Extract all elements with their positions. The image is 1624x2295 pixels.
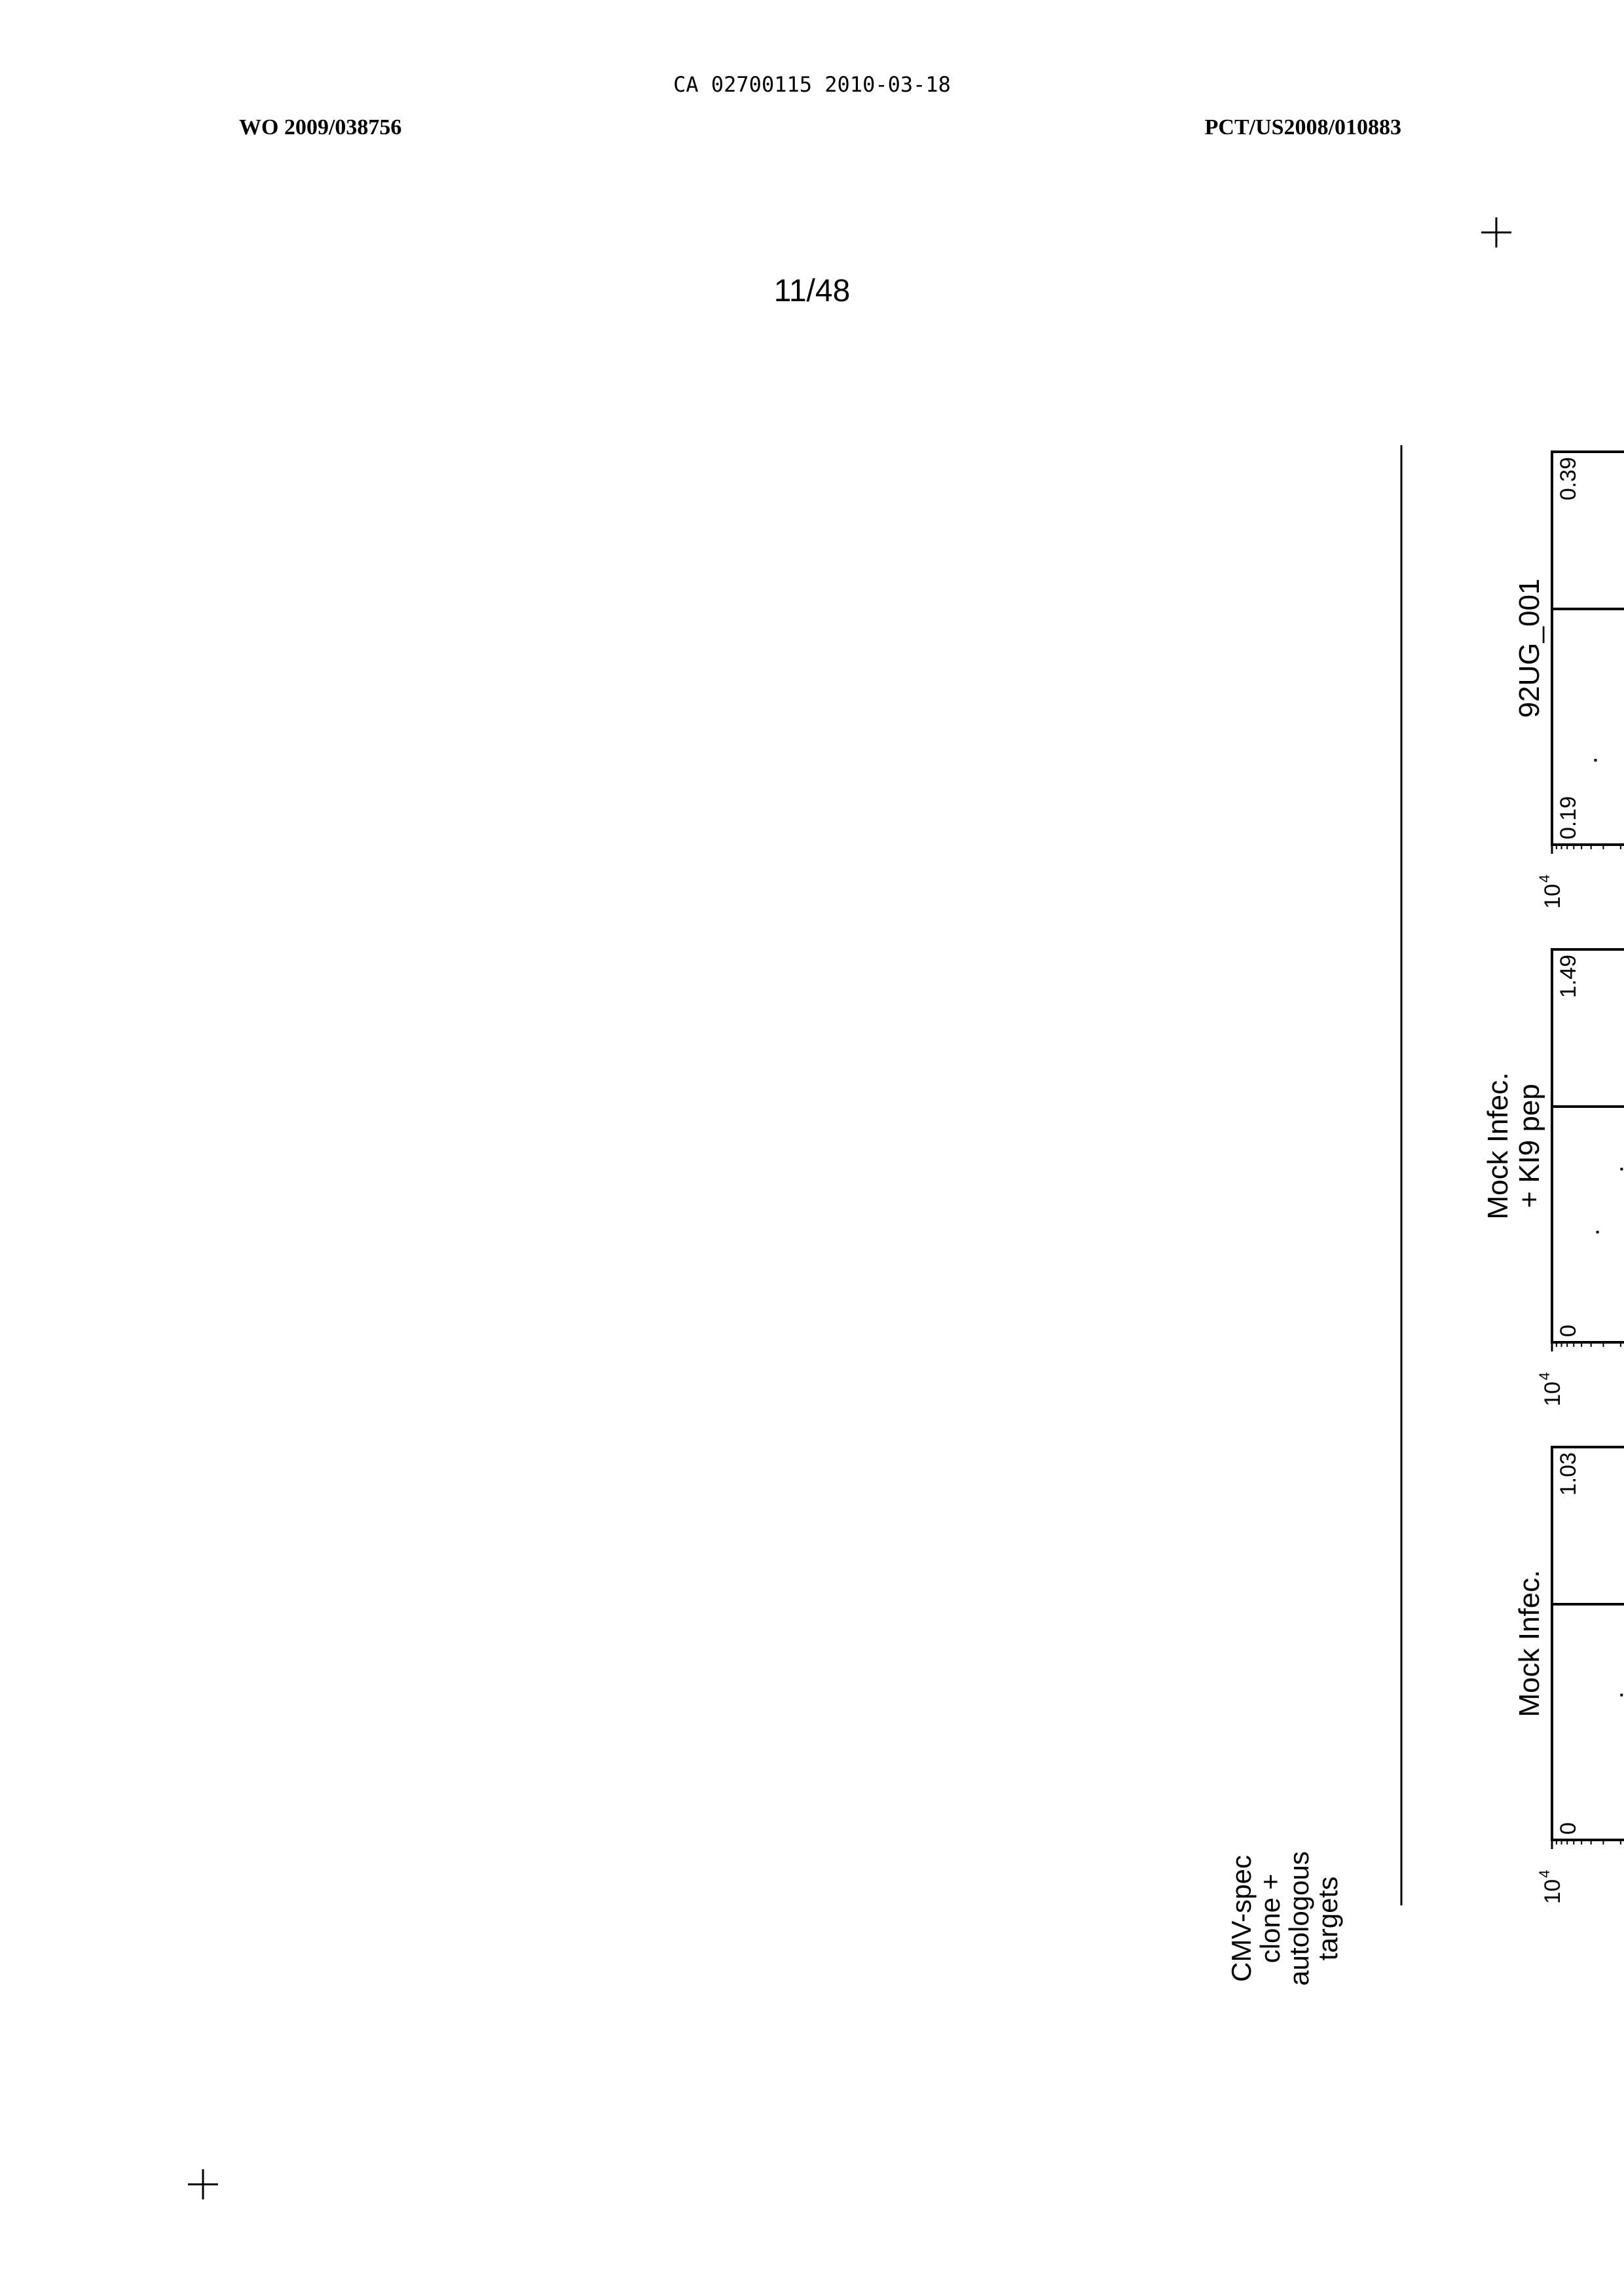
- quadrant-value: 1.49: [1556, 955, 1581, 998]
- registration-mark-bottom: [188, 2169, 218, 2199]
- flow-panel: Mock Infec.+ KI9 pep01.490.3798.11001001…: [1482, 928, 1624, 1406]
- panel-title: Mock Infec.: [1482, 1073, 1514, 1220]
- y-tick-label: 10: [1540, 884, 1565, 909]
- panel-title: + KI9 pep: [1513, 1084, 1545, 1208]
- quadrant-value: 0.19: [1556, 796, 1581, 839]
- flow-panel: Mock Infec.01.030.4698.51001001011011021…: [1513, 1426, 1624, 1904]
- y-tick-exponent: 4: [1536, 875, 1553, 883]
- flow-panel: 92UG_0010.190.390.1699.31001001011011021…: [1513, 431, 1624, 909]
- y-tick-exponent: 4: [1536, 1372, 1553, 1380]
- ca-number: CA 02700115 2010-03-18: [673, 72, 951, 97]
- figure-5d: CMV-specclone +autologoustargets Mock Inf…: [1226, 431, 1624, 1986]
- data-point: [1620, 1168, 1623, 1171]
- pct-number: PCT/US2008/010883: [1205, 115, 1401, 139]
- panel-title: 92UG_001: [1513, 579, 1545, 718]
- plot-frame: [1552, 1447, 1624, 1840]
- row-label-line: autologous: [1283, 1851, 1314, 1986]
- panel-title: Mock Infec.: [1513, 1570, 1545, 1717]
- data-point: [1620, 1694, 1623, 1697]
- row-label-line: clone +: [1255, 1874, 1285, 1964]
- data-point: [1595, 759, 1597, 762]
- quadrant-value: 0.39: [1556, 457, 1581, 500]
- plot-frame: [1552, 949, 1624, 1342]
- y-tick-exponent: 4: [1536, 1870, 1553, 1878]
- wo-number: WO 2009/038756: [239, 115, 401, 139]
- row-label-line: targets: [1312, 1877, 1343, 1960]
- quadrant-value: 1.03: [1556, 1452, 1581, 1496]
- quadrant-value: 0: [1556, 1822, 1581, 1835]
- quadrant-value: 0: [1556, 1325, 1581, 1337]
- y-tick-label: 10: [1540, 1382, 1565, 1406]
- y-tick-label: 10: [1540, 1879, 1565, 1904]
- data-point: [1596, 1231, 1599, 1234]
- row-label-line: CMV-spec: [1226, 1855, 1257, 1982]
- registration-mark-top: [1481, 217, 1511, 248]
- page-number: 11/48: [774, 274, 851, 308]
- plot-frame: [1552, 452, 1624, 845]
